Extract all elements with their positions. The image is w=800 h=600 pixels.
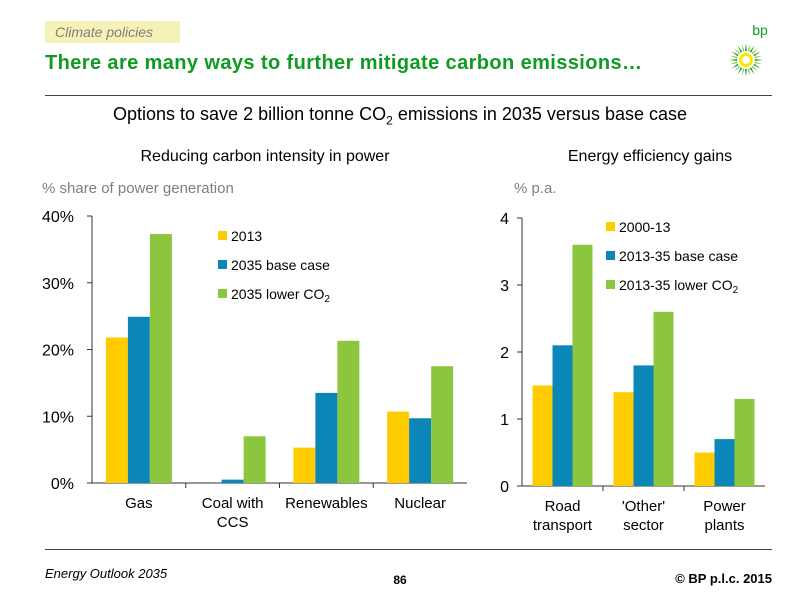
header-rule bbox=[45, 95, 772, 96]
bar bbox=[633, 365, 654, 486]
bar bbox=[315, 392, 338, 483]
bar bbox=[653, 311, 674, 486]
right-chart-title: Energy efficiency gains bbox=[567, 148, 733, 165]
category-label: Power plants bbox=[703, 498, 746, 534]
bar bbox=[734, 398, 755, 486]
chart-2: 0 1 2 3 4 Road transport 'Other' sector Power plan… bbox=[500, 211, 765, 534]
category-label: Coal with CCS bbox=[202, 495, 264, 531]
y-tick-label: 4 bbox=[500, 211, 509, 228]
legend-label: 2013 bbox=[231, 228, 262, 244]
left-chart-title: Reducing carbon intensity in power bbox=[140, 148, 390, 165]
bar bbox=[105, 337, 128, 483]
footer-copyright: © BP p.l.c. 2015 bbox=[675, 571, 772, 586]
bar bbox=[149, 234, 172, 483]
y-tick-label: 3 bbox=[500, 278, 509, 295]
y-tick-label: 1 bbox=[500, 412, 509, 429]
slide-subtitle: Options to save 2 billion tonne CO2 emis… bbox=[113, 104, 687, 128]
category-label: Road transport bbox=[533, 498, 593, 534]
footer-rule bbox=[45, 549, 772, 550]
page-headline: There are many ways to further mitigate … bbox=[45, 52, 643, 74]
category-label: 'Other' sector bbox=[622, 498, 665, 534]
y-tick-label: 0% bbox=[51, 476, 74, 493]
legend-label: 2013-35 base case bbox=[619, 248, 738, 264]
bar bbox=[532, 385, 553, 486]
bar bbox=[387, 411, 410, 483]
legend-swatch bbox=[606, 280, 615, 289]
bp-logo: bp bbox=[729, 22, 768, 77]
legend-swatch bbox=[606, 222, 615, 231]
footer-page-number: 86 bbox=[393, 573, 407, 587]
chart-1: 0% 10% 20% 30% 40% Gas Coal with CCS Renewables N… bbox=[42, 209, 467, 531]
bar bbox=[431, 366, 454, 483]
legend-swatch bbox=[218, 231, 227, 240]
footer-publication: Energy Outlook 2035 bbox=[45, 566, 168, 581]
bar bbox=[409, 418, 432, 483]
legend-swatch bbox=[218, 289, 227, 298]
bar bbox=[613, 392, 634, 486]
category-label: Renewables bbox=[285, 495, 368, 512]
right-unit-label: % p.a. bbox=[514, 180, 557, 197]
bar bbox=[243, 436, 266, 483]
bar bbox=[337, 340, 360, 483]
section-tag: Climate policies bbox=[45, 21, 180, 43]
legend-label: 2035 base case bbox=[231, 257, 330, 273]
y-tick-label: 0 bbox=[500, 479, 509, 496]
bar bbox=[293, 447, 316, 483]
bar bbox=[572, 244, 593, 486]
legend-label: 2035 lower CO2 bbox=[231, 286, 330, 305]
left-unit-label: % share of power generation bbox=[42, 180, 234, 197]
y-tick-label: 10% bbox=[42, 409, 74, 426]
bar bbox=[127, 316, 150, 483]
legend-label: 2000-13 bbox=[619, 219, 671, 235]
bar bbox=[694, 452, 715, 486]
category-label: Nuclear bbox=[394, 495, 446, 512]
category-label: Gas bbox=[125, 495, 153, 512]
y-tick-label: 2 bbox=[500, 345, 509, 362]
bar bbox=[221, 479, 244, 483]
legend-swatch bbox=[218, 260, 227, 269]
legend-swatch bbox=[606, 251, 615, 260]
y-tick-label: 30% bbox=[42, 276, 74, 293]
bar bbox=[714, 439, 735, 486]
legend-label: 2013-35 lower CO2 bbox=[619, 277, 739, 296]
y-tick-label: 20% bbox=[42, 343, 74, 360]
y-tick-label: 40% bbox=[42, 209, 74, 226]
bar bbox=[552, 345, 573, 486]
bp-logo-text: bp bbox=[752, 22, 768, 38]
